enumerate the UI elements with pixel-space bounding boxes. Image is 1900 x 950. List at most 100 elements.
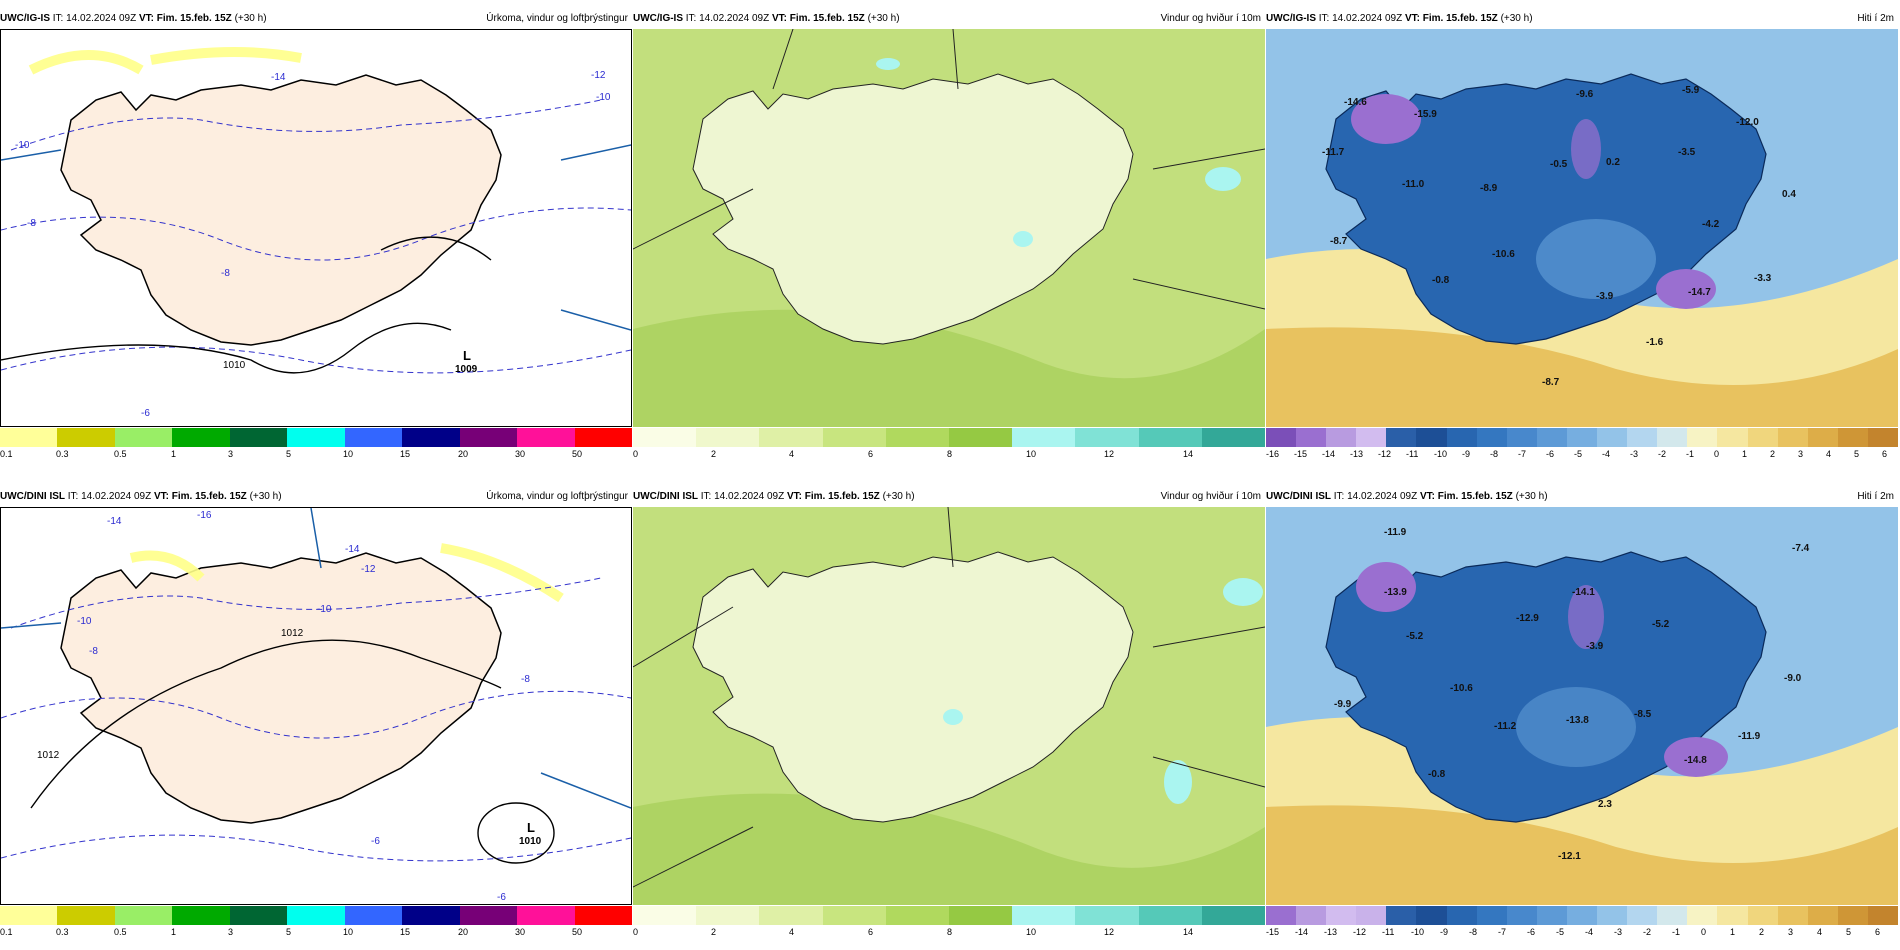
low-pressure-letter: L: [463, 348, 471, 363]
temperature-label: -12.9: [1516, 613, 1539, 624]
colorbar-ticks: 0.1 0.3 0.5 1 3 5 10 15 20 30 50: [0, 927, 632, 939]
isobar-label: -16: [197, 510, 212, 521]
colorbar-swatch: [1717, 906, 1748, 925]
colorbar-swatch: [344, 906, 403, 925]
colorbar-ticks: -16 -15 -14 -13 -12 -11 -10 -9 -8 -7 -6 …: [1266, 449, 1898, 461]
colorbar-swatch: [1657, 428, 1688, 447]
colorbar: [633, 428, 1266, 447]
lead-time: (+30 h): [249, 491, 282, 502]
init-time: IT: 14.02.2024 09Z: [1333, 491, 1418, 502]
colorbar-swatch: [1867, 428, 1898, 447]
colorbar-tick: -3: [1630, 449, 1639, 459]
colorbar-tick: -2: [1643, 927, 1652, 937]
colorbar-swatch: [1536, 428, 1567, 447]
colorbar-tick: 14: [1183, 927, 1194, 937]
colorbar-tick: 4: [1826, 449, 1832, 459]
temperature-label: -8.5: [1634, 709, 1652, 720]
isobar-label: -8: [27, 218, 36, 229]
wind-map-graphic: [633, 29, 1265, 427]
colorbar-swatch: [949, 428, 1013, 447]
colorbar-tick: 0: [1714, 449, 1720, 459]
colorbar-swatch: [696, 906, 760, 925]
colorbar-swatch: [1416, 428, 1447, 447]
colorbar-tick: -11: [1406, 449, 1419, 459]
isobar-label: 1010: [223, 360, 246, 371]
colorbar-tick: -3: [1614, 927, 1623, 937]
colorbar-swatch: [1536, 906, 1567, 925]
colorbar-swatch: [517, 906, 575, 925]
colorbar-swatch: [1012, 906, 1076, 925]
colorbar-tick: -8: [1469, 927, 1478, 937]
model-name: UWC/IG-IS: [0, 13, 50, 24]
init-time: IT: 14.02.2024 09Z: [685, 13, 770, 24]
colorbar-tick: -11: [1382, 927, 1395, 937]
temperature-label: -1.6: [1646, 337, 1664, 348]
temperature-label: -14.1: [1572, 587, 1595, 598]
temperature-label: -5.2: [1406, 631, 1424, 642]
panel-title: Úrkoma, vindur og loftþrýstingur: [486, 13, 628, 24]
colorbar-swatch: [344, 428, 403, 447]
colorbar-tick: -6: [1546, 449, 1555, 459]
isobar-label: -8: [89, 646, 98, 657]
colorbar-tick: 3: [228, 449, 234, 459]
colorbar-swatch: [172, 428, 230, 447]
panel-bottom-wind: UWC/DINI ISL IT: 14.02.2024 09Z VT: Fim.…: [633, 488, 1266, 950]
colorbar-tick: -7: [1498, 927, 1507, 937]
colorbar-swatch: [949, 906, 1013, 925]
temperature-label: -5.9: [1682, 85, 1700, 96]
colorbar-tick: -15: [1266, 927, 1280, 937]
colorbar-tick: 10: [343, 449, 354, 459]
colorbar-tick: -9: [1440, 927, 1449, 937]
colorbar-tick: -4: [1602, 449, 1611, 459]
colorbar-swatch: [1566, 906, 1598, 925]
colorbar-swatch: [114, 428, 173, 447]
temperature-label: -3.9: [1586, 641, 1604, 652]
panel-header: UWC/DINI ISL IT: 14.02.2024 09Z VT: Fim.…: [0, 488, 632, 506]
temperature-label: -11.9: [1384, 527, 1407, 538]
colorbar-tick: 30: [515, 927, 526, 937]
colorbar-swatch: [1326, 906, 1357, 925]
colorbar-tick: 20: [458, 927, 469, 937]
colorbar-swatch: [1837, 428, 1868, 447]
isobar-label: -10: [596, 92, 611, 103]
colorbar-tick: 1: [1742, 449, 1748, 459]
colorbar-tick: 0.5: [114, 449, 127, 459]
colorbar-swatch: [1326, 428, 1357, 447]
colorbar-swatch: [1747, 428, 1778, 447]
colorbar-swatch: [1777, 428, 1808, 447]
lead-time: (+30 h): [1500, 13, 1533, 24]
colorbar-swatch: [1266, 428, 1297, 447]
colorbar-tick: 1: [1730, 927, 1736, 937]
colorbar-swatch: [633, 428, 697, 447]
colorbar-swatch: [822, 428, 886, 447]
temperature-map-graphic: [1266, 29, 1898, 427]
colorbar-swatch: [1717, 428, 1748, 447]
panel-title: Vindur og hviður í 10m: [1160, 491, 1261, 502]
colorbar-swatch: [885, 428, 950, 447]
colorbar-tick: 0.3: [56, 449, 69, 459]
isobar-label: -10: [77, 616, 92, 627]
colorbar-tick: 5: [286, 927, 292, 937]
colorbar-swatch: [1446, 428, 1477, 447]
colorbar-tick: 0.5: [114, 927, 127, 937]
colorbar-tick: 6: [868, 927, 874, 937]
colorbar-swatch: [1837, 906, 1868, 925]
valid-time: VT: Fim. 15.feb. 15Z: [771, 13, 865, 24]
temperature-map: -11.9 -7.4 -13.9 -14.1 -12.9 -5.2 -3.9 -…: [1266, 507, 1898, 905]
colorbar-ticks: 0 2 4 6 8 10 12 14: [633, 927, 1265, 939]
temperature-label: -11.7: [1322, 147, 1345, 158]
colorbar-swatch: [1506, 906, 1537, 925]
colorbar-swatch: [1416, 906, 1447, 925]
isobar-label: -8: [221, 268, 230, 279]
colorbar-swatch: [1266, 906, 1297, 925]
colorbar-swatch: [1356, 428, 1387, 447]
isobar-label: -10: [15, 140, 30, 151]
colorbar-swatch: [1201, 906, 1266, 925]
wind-map: [633, 29, 1265, 427]
colorbar-tick: -16: [1266, 449, 1280, 459]
model-name: UWC/DINI ISL: [1266, 491, 1331, 502]
model-name: UWC/IG-IS: [633, 13, 683, 24]
colorbar-tick: -5: [1556, 927, 1565, 937]
colorbar-swatch: [114, 906, 173, 925]
colorbar-swatch: [1476, 906, 1507, 925]
